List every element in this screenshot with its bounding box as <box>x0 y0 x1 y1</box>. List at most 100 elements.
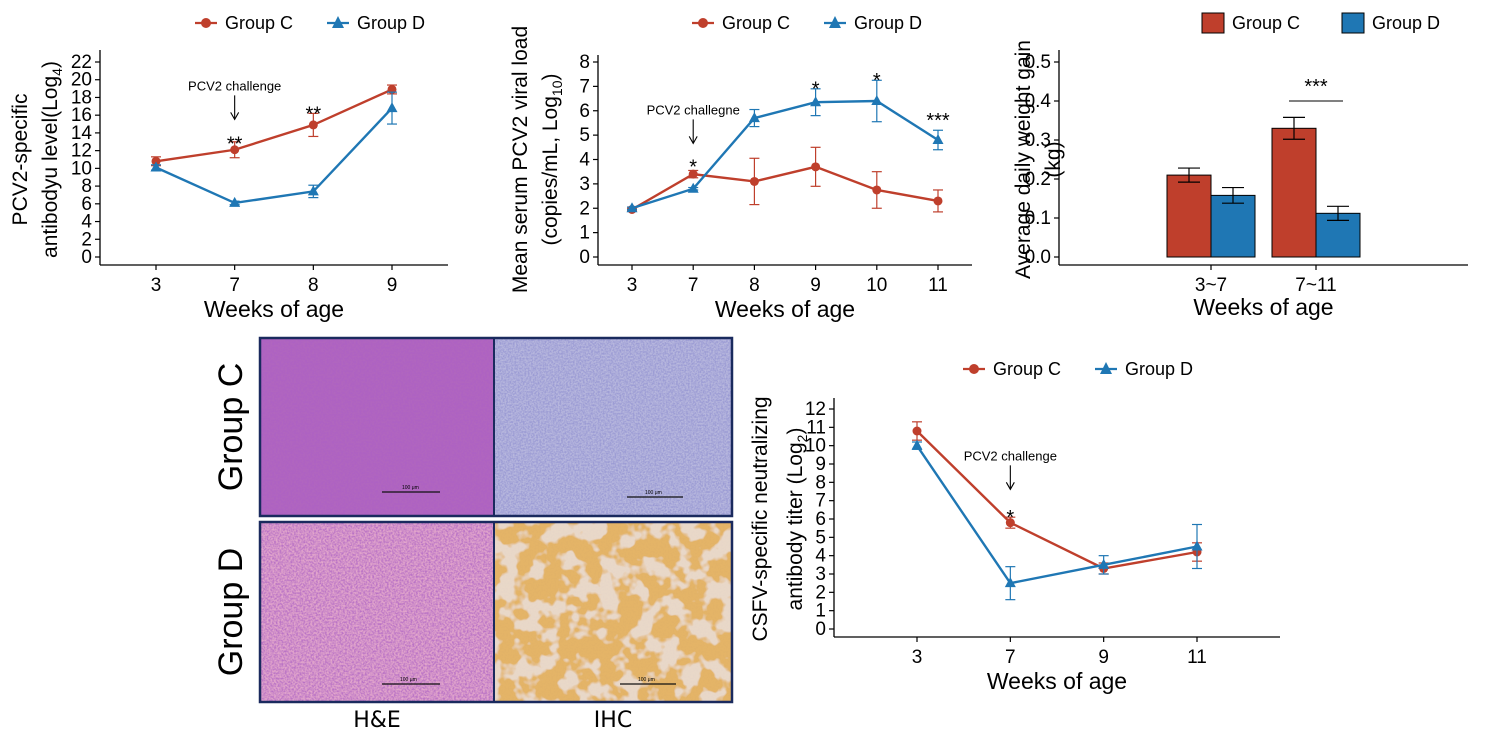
legend-swatch <box>1201 12 1225 34</box>
data-point <box>1005 518 1015 528</box>
annotation-text: PCV2 challegne <box>647 102 740 117</box>
annotation-arrowhead <box>1005 482 1015 491</box>
y-tick-label: 8 <box>815 472 826 493</box>
series-line <box>916 430 1198 570</box>
y-tick-label: 6 <box>815 509 826 530</box>
y-tick-label: 7 <box>815 491 826 512</box>
y-tick-label: 9 <box>815 454 826 475</box>
y-axis-label: Average daily weight gain <box>1012 40 1035 279</box>
legend-label: Group C <box>993 359 1061 379</box>
row-label-group-c: Group C <box>212 363 250 492</box>
data-point <box>229 196 241 207</box>
data-point <box>308 120 318 130</box>
legend-marker <box>969 364 979 374</box>
x-axis-label: Weeks of age <box>1193 294 1333 320</box>
x-tick-label: 9 <box>387 275 398 296</box>
scale-label: 100 μm <box>645 490 662 496</box>
row-label-group-d: Group D <box>212 548 250 677</box>
legend-label: Group D <box>854 13 922 33</box>
bar <box>1271 127 1317 258</box>
legend-label: Group C <box>722 13 790 33</box>
y-tick-label: 0.4 <box>1025 91 1052 112</box>
y-tick-label: 10 <box>71 158 92 179</box>
legend-marker <box>829 16 841 28</box>
x-tick-label: 11 <box>928 275 948 296</box>
y-tick-label: 0.2 <box>1025 169 1051 190</box>
data-point <box>151 156 161 166</box>
significance-label: *** <box>1304 76 1328 98</box>
y-tick-label: 0.1 <box>1025 208 1051 229</box>
col-label-ihc: IHC <box>594 708 632 733</box>
x-tick-label: 7~11 <box>1295 275 1336 296</box>
y-axis-label: PCV2-specific <box>9 94 32 226</box>
y-tick-label: 20 <box>71 70 92 91</box>
significance-label: ** <box>306 103 322 125</box>
y-tick-label: 12 <box>805 399 826 420</box>
x-tick-label: 8 <box>749 275 760 296</box>
data-point <box>386 102 398 113</box>
legend-label: Group D <box>357 13 425 33</box>
y-tick-label: 1 <box>815 601 826 622</box>
y-tick-label: 16 <box>71 105 92 126</box>
data-point <box>912 426 922 436</box>
series-line <box>631 99 939 210</box>
y-tick-label: 0 <box>81 247 92 268</box>
histology-panel: 100 μm 100 μm 100 μm 100 μm Group C Grou… <box>212 336 734 733</box>
y-tick-label: 18 <box>71 87 92 108</box>
data-point <box>749 176 759 186</box>
legend-marker <box>1100 362 1112 374</box>
data-point <box>911 439 923 450</box>
y-tick-label: 14 <box>71 123 93 144</box>
scale-bars <box>382 491 683 685</box>
y-tick-label: 7 <box>579 76 590 97</box>
col-label-he: H&E <box>353 708 401 733</box>
data-point <box>810 96 822 107</box>
significance-label: *** <box>926 110 950 132</box>
legend-marker <box>332 16 344 28</box>
x-tick-label: 10 <box>866 275 887 296</box>
annotation-text: PCV2 challenge <box>964 448 1057 463</box>
y-tick-label: 2 <box>815 582 826 603</box>
data-point <box>871 95 883 105</box>
data-point <box>811 162 821 172</box>
data-point <box>1004 577 1016 588</box>
legend-label: Group D <box>1125 359 1193 379</box>
significance-label: * <box>689 157 697 179</box>
x-tick-label: 9 <box>810 275 821 296</box>
significance-label: ** <box>227 133 243 155</box>
pcv2-viral-load-chart: 0 1 2 3 4 5 6 7 8 3 7 8 9 10 11 Weeks of age Mean serum … <box>509 13 972 322</box>
bar <box>1210 194 1256 258</box>
y-tick-label: 22 <box>71 52 92 73</box>
scale-label: 100 μm <box>638 677 655 683</box>
y-tick-label: 12 <box>71 141 92 162</box>
series-line <box>155 88 393 163</box>
x-tick-label: 3 <box>912 647 923 668</box>
scale-label: 100 μm <box>402 485 419 491</box>
y-tick-label: 1 <box>579 223 590 244</box>
legend-label: Group D <box>1372 13 1440 33</box>
data-point <box>230 145 240 155</box>
y-tick-label: 2 <box>579 198 590 219</box>
significance-label: * <box>812 79 820 101</box>
annotation-text: PCV2 challenge <box>188 78 281 93</box>
x-tick-label: 8 <box>308 275 319 296</box>
x-axis-label: Weeks of age <box>204 296 344 322</box>
y-tick-label: 5 <box>815 527 826 548</box>
data-point <box>933 196 943 206</box>
x-tick-label: 11 <box>1187 647 1207 668</box>
y-tick-label: 4 <box>579 150 590 171</box>
legend-label: Group C <box>1232 13 1300 33</box>
y-axis-label: CSFV-specific neutralizing <box>749 396 772 641</box>
y-axis-label: (copies/mL, Log10) <box>539 74 565 246</box>
y-tick-label: 6 <box>579 101 590 122</box>
x-tick-label: 3 <box>627 275 638 296</box>
significance-label: * <box>873 70 881 92</box>
y-tick-label: 4 <box>815 546 826 567</box>
x-tick-label: 7 <box>1005 647 1016 668</box>
bar <box>1166 174 1212 258</box>
y-tick-label: 0.3 <box>1025 130 1051 151</box>
y-tick-label: 6 <box>81 194 92 215</box>
